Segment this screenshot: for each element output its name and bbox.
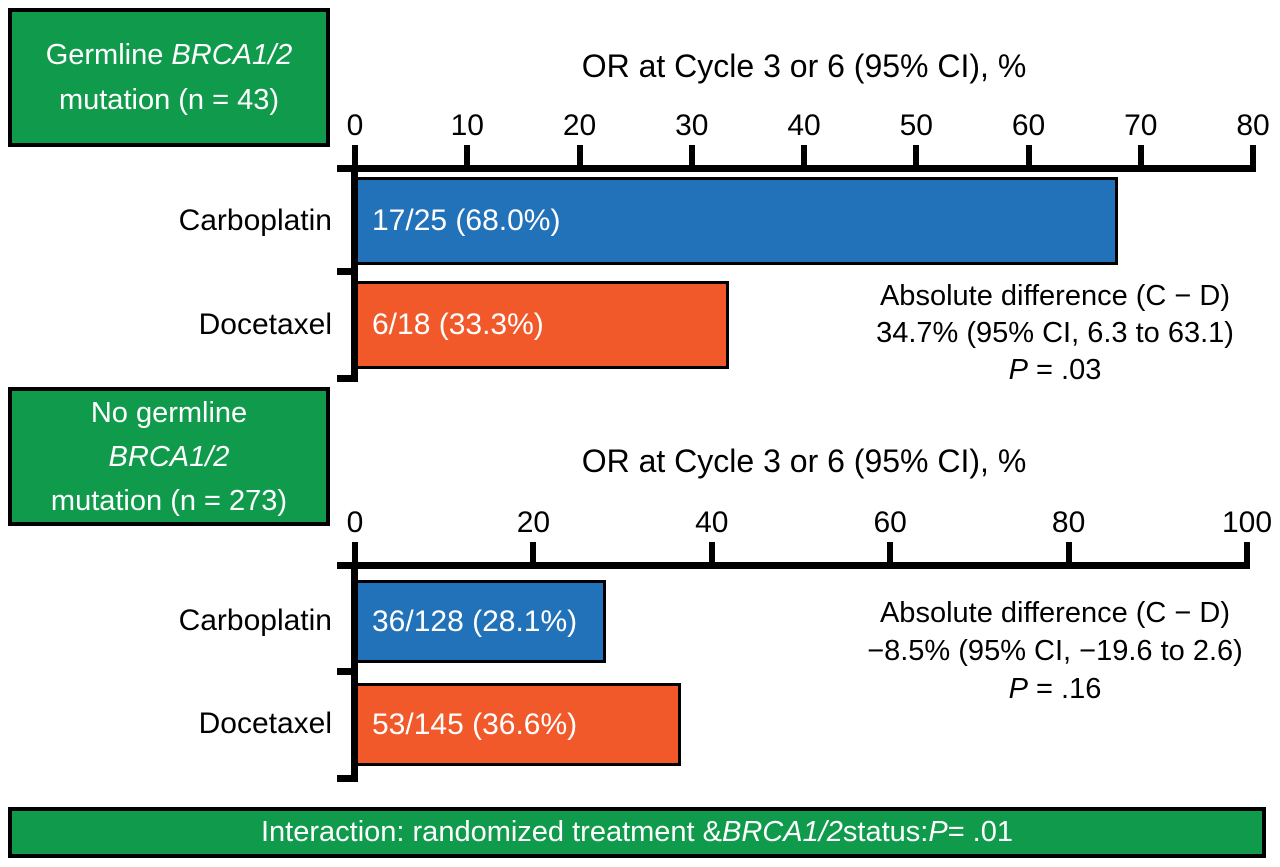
x-tick-label: 20 — [516, 506, 551, 539]
bar-carboplatin — [355, 580, 606, 663]
annotation-absolute-difference: Absolute difference (C − D) 34.7% (95% CI… — [820, 278, 1280, 389]
text-segment: 34.7% (95% CI, 6.3 to 63.1) — [876, 317, 1234, 349]
x-tick — [1244, 542, 1250, 562]
group-label-line: Germline BRCA1/2 — [46, 33, 293, 78]
bar-carboplatin — [355, 177, 1119, 265]
text-segment: Absolute difference (C − D) — [879, 597, 1231, 629]
x-tick-label: 10 — [450, 109, 484, 142]
x-tick — [352, 145, 358, 165]
bar-docetaxel — [355, 683, 682, 766]
x-tick — [464, 145, 471, 165]
group-label-no-germline: No germline BRCA1/2 mutation (n = 273) — [8, 387, 330, 526]
group-label-line: mutation (n = 273) — [51, 479, 287, 523]
x-tick — [530, 542, 537, 562]
x-axis-line — [337, 165, 1256, 172]
text-segment: No germline — [90, 396, 248, 429]
x-tick-label: 80 — [1236, 109, 1270, 142]
x-tick — [1025, 145, 1032, 165]
x-tick — [352, 542, 358, 562]
italic-text: BRCA1/2 — [171, 38, 293, 71]
x-tick-label: 70 — [1124, 109, 1158, 142]
interaction-note-banner: Interaction: randomized treatment & BRCA… — [8, 807, 1266, 858]
italic-text: P — [1008, 354, 1028, 386]
text-segment: Interaction: randomized treatment & — [261, 816, 723, 848]
x-tick — [708, 542, 715, 562]
x-tick — [1250, 145, 1256, 165]
group-label-line: mutation (n = 43) — [59, 78, 279, 123]
text-segment: = .01 — [947, 816, 1013, 848]
text-segment: = .03 — [1027, 354, 1102, 386]
x-tick-label: 60 — [873, 506, 907, 539]
annotation-line: Absolute difference (C − D) — [820, 594, 1280, 632]
x-tick — [913, 145, 920, 165]
y-tick — [337, 268, 355, 275]
category-label: Carboplatin — [178, 604, 332, 637]
x-tick — [887, 542, 894, 562]
annotation-line: 34.7% (95% CI, 6.3 to 63.1) — [820, 315, 1280, 352]
italic-text: P — [928, 816, 948, 848]
x-tick-label: 30 — [675, 109, 709, 142]
text-segment: Absolute difference (C − D) — [879, 280, 1231, 312]
bar-value-label: 6/18 (33.3%) — [372, 308, 544, 341]
x-tick-label: 60 — [1011, 109, 1046, 142]
group-label-line: BRCA1/2 — [109, 435, 230, 479]
category-label: Carboplatin — [178, 204, 332, 237]
x-tick — [801, 145, 807, 165]
text-segment: −8.5% (95% CI, −19.6 to 2.6) — [867, 635, 1243, 667]
text-segment: Germline — [45, 38, 172, 71]
group-label-line: No germline — [91, 391, 247, 435]
category-label: Docetaxel — [198, 308, 332, 341]
y-axis-line — [351, 165, 358, 382]
text-segment: mutation (n = 273) — [50, 484, 288, 517]
x-tick-label: 80 — [1051, 506, 1086, 539]
y-tick — [337, 775, 355, 782]
x-tick-label: 20 — [562, 109, 597, 142]
text-segment: = .16 — [1027, 673, 1102, 705]
x-tick-label: 40 — [787, 109, 821, 142]
annotation-line: P = .03 — [820, 352, 1280, 389]
x-tick — [1065, 542, 1072, 562]
text-segment: status: — [842, 816, 929, 848]
italic-text: P — [1008, 673, 1028, 705]
y-tick — [337, 668, 355, 675]
chart-title: OR at Cycle 3 or 6 (95% CI), % — [581, 48, 1027, 84]
annotation-absolute-difference: Absolute difference (C − D) −8.5% (95% CI… — [820, 594, 1280, 708]
x-tick — [688, 145, 695, 165]
y-axis-line — [351, 562, 358, 782]
chart-title: OR at Cycle 3 or 6 (95% CI), % — [581, 443, 1027, 479]
category-label: Docetaxel — [198, 707, 332, 740]
x-tick — [1137, 145, 1144, 165]
italic-text: BRCA1/2 — [722, 816, 843, 848]
x-tick-label: 40 — [695, 506, 729, 539]
x-tick-label: 50 — [899, 109, 933, 142]
bar-docetaxel — [355, 281, 729, 369]
annotation-line: −8.5% (95% CI, −19.6 to 2.6) — [820, 632, 1280, 670]
x-tick — [576, 145, 583, 165]
group-label-germline: Germline BRCA1/2 mutation (n = 43) — [8, 8, 330, 147]
x-axis-line — [337, 562, 1250, 569]
x-tick-label: 100 — [1221, 506, 1273, 539]
bar-value-label: 17/25 (68.0%) — [372, 204, 561, 237]
annotation-line: Absolute difference (C − D) — [820, 278, 1280, 315]
bar-value-label: 53/145 (36.6%) — [372, 708, 578, 741]
italic-text: BRCA1/2 — [108, 440, 230, 473]
text-segment: mutation (n = 43) — [58, 83, 280, 116]
annotation-line: P = .16 — [820, 670, 1280, 708]
y-tick — [337, 375, 355, 382]
bar-value-label: 36/128 (28.1%) — [372, 605, 578, 638]
